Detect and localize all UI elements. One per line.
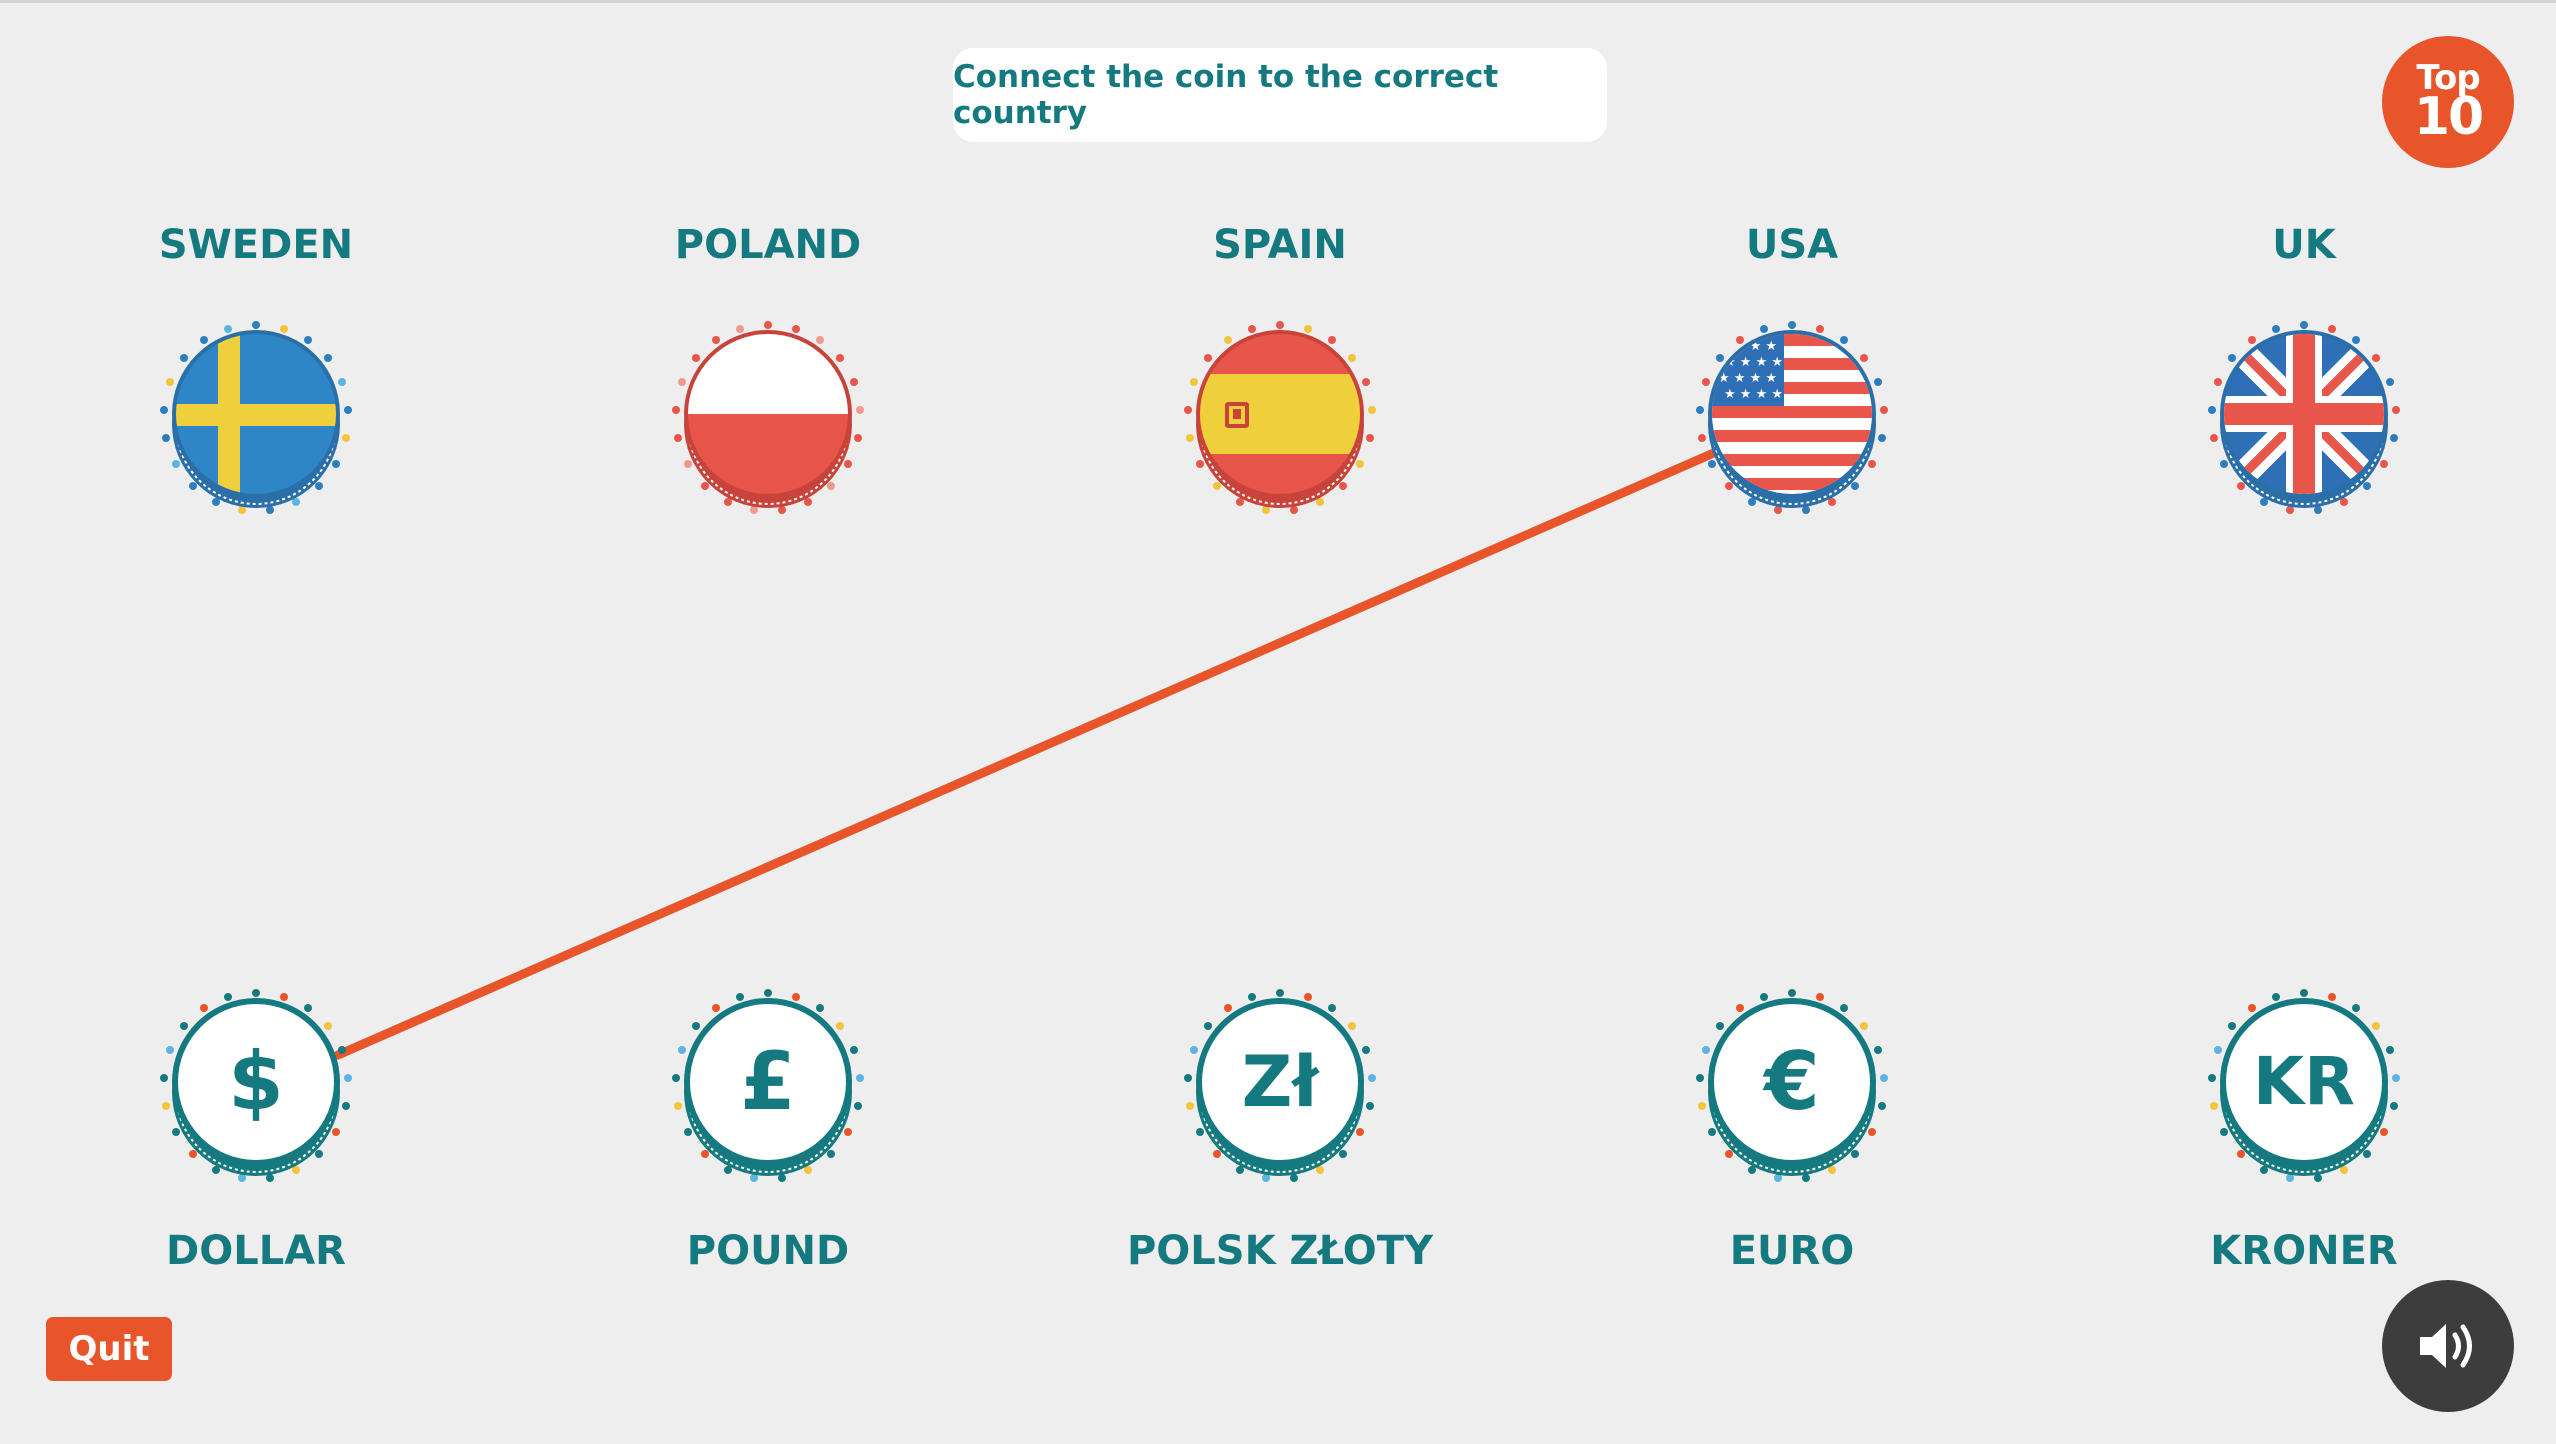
quit-button[interactable]: Quit — [46, 1317, 172, 1381]
connection-line-dollar-usa — [333, 447, 1721, 1060]
coin-dollar[interactable]: $ — [156, 988, 356, 1188]
country-label-usa: USA — [1745, 222, 1839, 268]
currency-label-dollar: DOLLAR — [166, 1228, 346, 1274]
country-label-spain: SPAIN — [1213, 222, 1347, 268]
currency-label-pound: POUND — [686, 1228, 850, 1274]
svg-text:★ ★ ★ ★: ★ ★ ★ ★ — [1724, 355, 1783, 370]
country-label-uk: UK — [2272, 222, 2336, 268]
top10-logo-line1: Top — [2416, 58, 2480, 99]
euro-symbol: € — [1764, 1035, 1820, 1128]
dot-ring — [672, 321, 864, 514]
dot-ring — [2208, 989, 2400, 1182]
currency-label-euro: EURO — [1729, 1228, 1855, 1274]
country-label-poland: POLAND — [674, 222, 862, 268]
currency-label-kroner: KRONER — [2210, 1228, 2398, 1274]
dot-ring — [160, 989, 352, 1182]
dollar-symbol: $ — [228, 1035, 284, 1128]
pound-symbol: £ — [740, 1035, 796, 1128]
dot-ring — [1696, 989, 1888, 1182]
coin-kroner[interactable]: KR — [2204, 988, 2404, 1188]
svg-text:★ ★ ★ ★: ★ ★ ★ ★ — [1718, 371, 1777, 386]
currency-coin-icon — [2208, 989, 2400, 1182]
speaker-volume-icon — [2420, 1324, 2472, 1368]
uk-flag-icon — [2208, 321, 2400, 514]
coin-sweden[interactable] — [156, 320, 356, 520]
top10-logo[interactable]: Top 10 — [2382, 36, 2514, 168]
country-label-sweden: SWEDEN — [158, 222, 354, 268]
dot-ring — [672, 989, 864, 1182]
coin-polsk-zloty[interactable]: Zł — [1180, 988, 1380, 1188]
instruction-text: Connect the coin to the correct country — [953, 59, 1499, 131]
dot-ring — [1696, 321, 1888, 514]
dot-ring — [1184, 989, 1376, 1182]
usa-flag-icon: ★ ★ ★ ★ ★ ★ ★ ★ ★ ★ ★ ★ ★ ★ ★ ★ — [1696, 321, 1888, 514]
coin-usa[interactable]: ★ ★ ★ ★ ★ ★ ★ ★ ★ ★ ★ ★ ★ ★ ★ ★ — [1692, 320, 1892, 520]
coin-poland[interactable] — [668, 320, 868, 520]
currency-label-zloty: POLSK ZŁOTY — [1126, 1228, 1434, 1274]
currency-coin-icon — [160, 989, 352, 1182]
sweden-flag-icon — [160, 321, 352, 514]
dot-ring — [1184, 321, 1376, 514]
sound-button[interactable] — [2382, 1280, 2514, 1412]
coin-pound[interactable]: £ — [668, 988, 868, 1188]
poland-flag-icon — [672, 321, 864, 514]
coin-uk[interactable] — [2204, 320, 2404, 520]
zloty-symbol: Zł — [1241, 1041, 1319, 1123]
coin-spain[interactable] — [1180, 320, 1380, 520]
top-border — [0, 0, 2556, 3]
top10-logo-line2: 10 — [2413, 86, 2484, 147]
instruction-banner: Connect the coin to the correct country — [953, 48, 1607, 142]
coin-euro[interactable]: € — [1692, 988, 1892, 1188]
svg-text:★ ★ ★ ★: ★ ★ ★ ★ — [1724, 387, 1783, 402]
spain-flag-icon — [1184, 321, 1376, 514]
kroner-symbol: KR — [2253, 1043, 2355, 1120]
dot-ring — [160, 321, 352, 514]
currency-coin-icon — [1184, 989, 1376, 1182]
currency-coin-icon — [672, 989, 864, 1182]
dot-ring — [2208, 321, 2400, 514]
currency-coin-icon — [1696, 989, 1888, 1182]
quit-label: Quit — [68, 1329, 150, 1369]
